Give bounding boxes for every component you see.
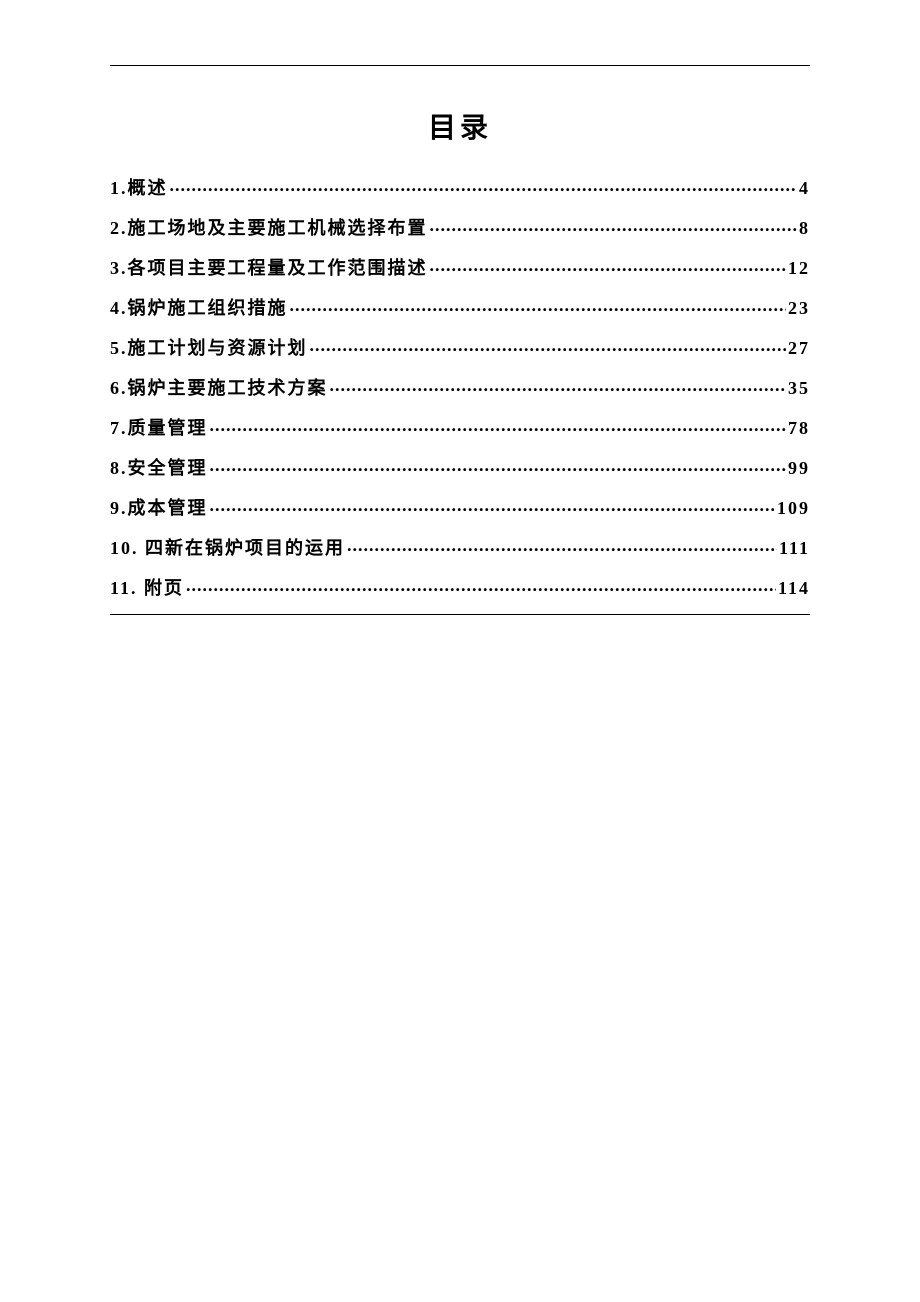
toc-entry-label: 5.施工计划与资源计划: [110, 334, 308, 360]
toc-entry: 4.锅炉施工组织措施 23: [110, 294, 810, 320]
toc-dot-leader: [210, 456, 787, 474]
toc-entry-label: 1.概述: [110, 174, 168, 200]
document-page: 目录 1.概述 4 2.施工场地及主要施工机械选择布置 8 3.各项目主要工程量…: [0, 0, 920, 615]
toc-entry-label: 2.施工场地及主要施工机械选择布置: [110, 214, 428, 240]
page-title: 目录: [110, 106, 810, 146]
top-horizontal-rule: [110, 65, 810, 66]
bottom-horizontal-rule: [110, 614, 810, 615]
toc-dot-leader: [330, 376, 787, 394]
toc-dot-leader: [210, 416, 787, 434]
toc-entry: 2.施工场地及主要施工机械选择布置 8: [110, 214, 810, 240]
toc-entry-page: 8: [799, 218, 810, 239]
toc-entry: 10. 四新在锅炉项目的运用 111: [110, 534, 810, 560]
toc-entry-page: 27: [788, 338, 810, 359]
toc-entry: 6.锅炉主要施工技术方案 35: [110, 374, 810, 400]
toc-dot-leader: [210, 496, 776, 514]
toc-entry: 11. 附页 114: [110, 574, 810, 600]
table-of-contents: 1.概述 4 2.施工场地及主要施工机械选择布置 8 3.各项目主要工程量及工作…: [110, 174, 810, 600]
toc-entry: 1.概述 4: [110, 174, 810, 200]
toc-entry-label: 8.安全管理: [110, 454, 208, 480]
toc-dot-leader: [290, 296, 787, 314]
toc-entry: 3.各项目主要工程量及工作范围描述 12: [110, 254, 810, 280]
toc-entry: 7.质量管理 78: [110, 414, 810, 440]
toc-dot-leader: [186, 576, 776, 594]
toc-entry-label: 10. 四新在锅炉项目的运用: [110, 534, 345, 560]
toc-entry-label: 11. 附页: [110, 574, 184, 600]
toc-entry-page: 114: [778, 578, 810, 599]
toc-entry-page: 78: [788, 418, 810, 439]
toc-entry: 5.施工计划与资源计划 27: [110, 334, 810, 360]
toc-dot-leader: [347, 536, 777, 554]
toc-entry-label: 7.质量管理: [110, 414, 208, 440]
toc-entry-page: 12: [788, 258, 810, 279]
toc-entry-label: 4.锅炉施工组织措施: [110, 294, 288, 320]
toc-dot-leader: [310, 336, 787, 354]
toc-entry-label: 9.成本管理: [110, 494, 208, 520]
toc-entry-page: 35: [788, 378, 810, 399]
toc-entry-label: 3.各项目主要工程量及工作范围描述: [110, 254, 428, 280]
toc-dot-leader: [430, 216, 798, 234]
toc-entry: 8.安全管理 99: [110, 454, 810, 480]
toc-entry-page: 109: [777, 498, 810, 519]
toc-entry-label: 6.锅炉主要施工技术方案: [110, 374, 328, 400]
toc-entry: 9.成本管理 109: [110, 494, 810, 520]
toc-entry-page: 111: [779, 538, 810, 559]
toc-dot-leader: [170, 176, 798, 194]
toc-dot-leader: [430, 256, 787, 274]
toc-entry-page: 4: [799, 178, 810, 199]
toc-entry-page: 99: [788, 458, 810, 479]
toc-entry-page: 23: [788, 298, 810, 319]
